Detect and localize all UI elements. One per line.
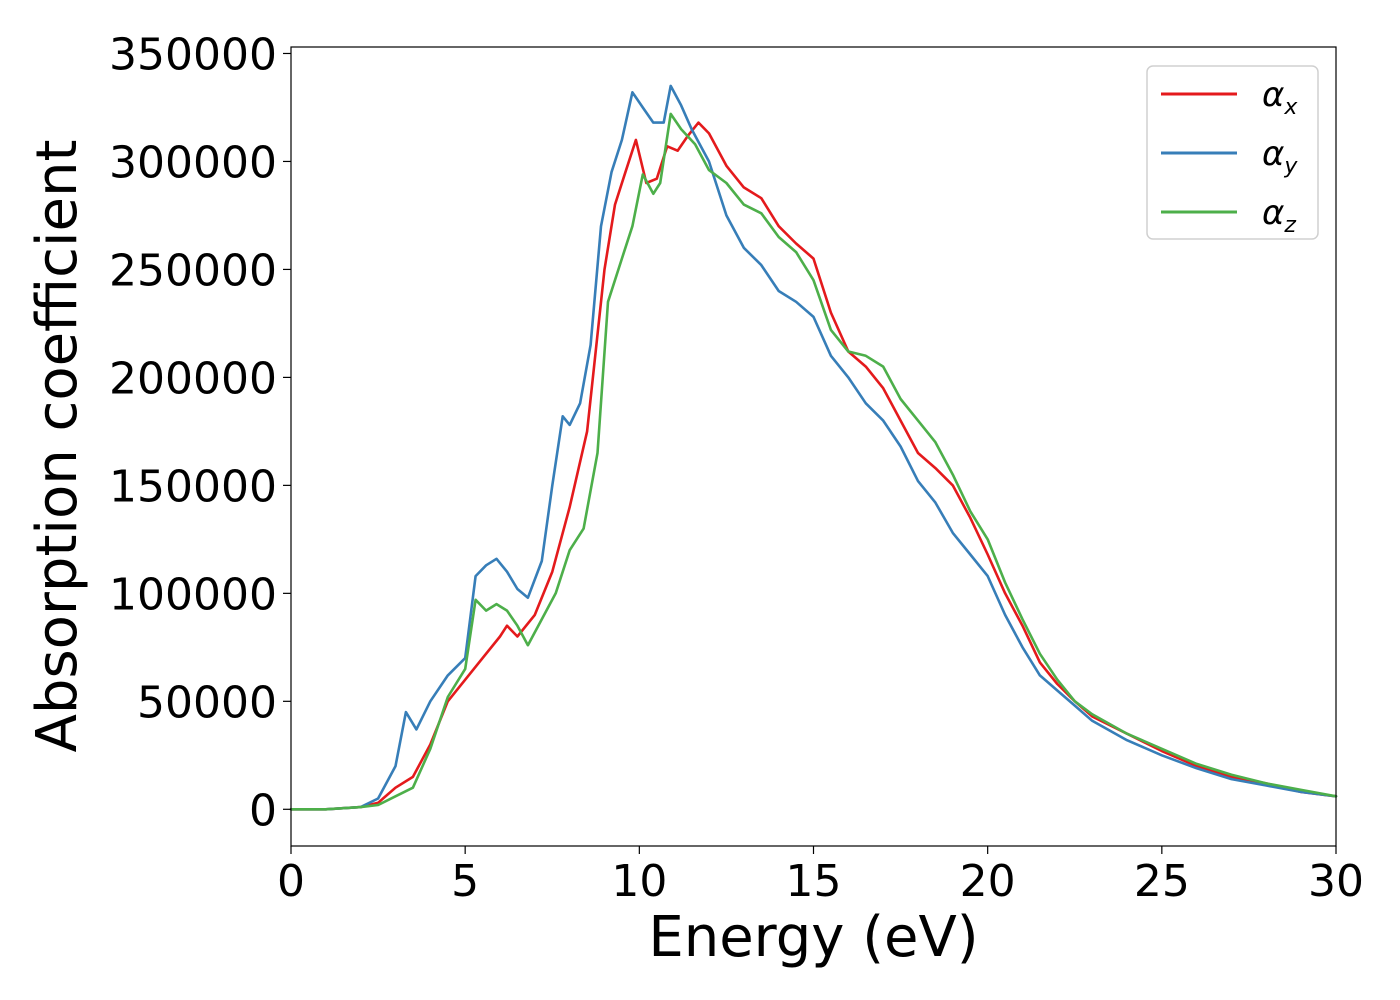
plot-area <box>289 46 1338 847</box>
x-axis-title: Energy (eV) <box>648 905 978 970</box>
series-line-y <box>289 84 1338 811</box>
y-tick-label: 100000 <box>109 569 277 620</box>
series-line-z <box>289 112 1338 811</box>
y-tick-label: 200000 <box>109 353 277 404</box>
y-tick-label: 300000 <box>109 137 277 188</box>
x-tick-label: 20 <box>960 856 1016 907</box>
y-tick-label: 350000 <box>109 29 277 80</box>
x-tick-label: 15 <box>786 856 842 907</box>
x-tick-label: 0 <box>277 856 305 907</box>
y-tick-label: 250000 <box>109 245 277 296</box>
y-tick-label: 150000 <box>109 461 277 512</box>
series-layer <box>289 84 1338 811</box>
legend-label-x: αx <box>1262 75 1298 120</box>
x-tick-label: 10 <box>611 856 667 907</box>
legend-label-y: αy <box>1262 134 1298 179</box>
series-line-x <box>289 121 1338 811</box>
legend-items: αx αy αz <box>1161 75 1298 238</box>
y-axis: 0 50000 100000 150000 200000 250000 300000 3500… <box>109 29 291 836</box>
y-tick-label: 0 <box>249 785 277 836</box>
y-axis-title: Absorption coefficient <box>25 140 90 753</box>
legend-label-z: αz <box>1262 193 1296 238</box>
x-tick-label: 5 <box>451 856 479 907</box>
x-axis: 0 5 10 15 20 25 30 <box>277 846 1364 907</box>
x-tick-label: 30 <box>1308 856 1364 907</box>
x-tick-label: 25 <box>1134 856 1190 907</box>
legend: αx αy αz <box>1146 65 1319 240</box>
y-tick-label: 50000 <box>137 677 277 728</box>
